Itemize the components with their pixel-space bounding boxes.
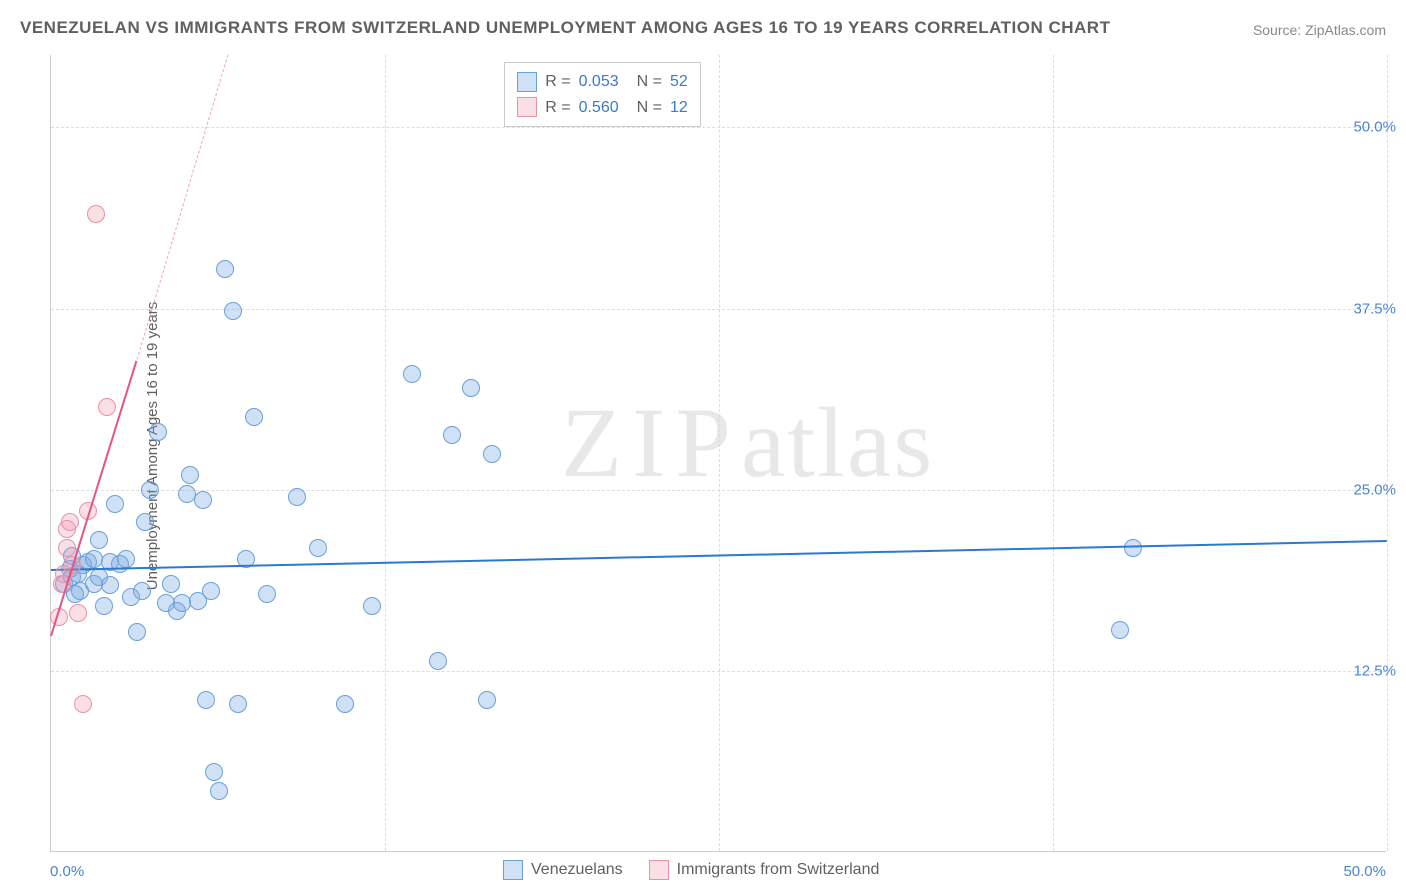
data-point [224,302,242,320]
legend-r-label: R = [545,69,570,95]
gridline-vertical [385,55,386,851]
legend-n-value: 52 [670,69,688,95]
data-point [363,597,381,615]
data-point [205,763,223,781]
gridline-vertical [719,55,720,851]
y-tick-label: 37.5% [1353,300,1396,317]
data-point [245,408,263,426]
legend-label: Immigrants from Switzerland [677,861,880,879]
data-point [90,531,108,549]
legend-swatch [517,72,537,92]
legend-n-value: 12 [670,95,688,121]
legend-swatch [517,97,537,117]
data-point [181,466,199,484]
data-point [136,513,154,531]
data-point [229,695,247,713]
legend-label: Venezuelans [531,861,623,879]
data-point [462,379,480,397]
legend-n-label: N = [637,69,662,95]
data-point [61,513,79,531]
data-point [1111,621,1129,639]
legend-r-value: 0.560 [579,95,619,121]
legend-r-label: R = [545,95,570,121]
data-point [478,691,496,709]
gridline-vertical [1053,55,1054,851]
data-point [429,652,447,670]
data-point [69,604,87,622]
legend-swatch [649,860,669,880]
data-point [210,782,228,800]
data-point [194,491,212,509]
data-point [309,539,327,557]
data-point [483,445,501,463]
legend-item: Venezuelans [503,860,623,880]
data-point [288,488,306,506]
legend-stats-row: R = 0.560 N = 12 [517,95,688,121]
data-point [403,365,421,383]
legend-swatch [503,860,523,880]
data-point [117,550,135,568]
data-point [162,575,180,593]
legend-n-label: N = [637,95,662,121]
legend-stats-row: R = 0.053 N = 52 [517,69,688,95]
data-point [336,695,354,713]
data-point [98,398,116,416]
legend-item: Immigrants from Switzerland [649,860,880,880]
y-tick-label: 25.0% [1353,481,1396,498]
legend-bottom: Venezuelans Immigrants from Switzerland [503,860,879,880]
x-tick-min: 0.0% [50,863,84,880]
data-point [1124,539,1142,557]
data-point [128,623,146,641]
chart-plot-area: ZIPatlas [50,55,1386,852]
data-point [258,585,276,603]
trend-line [136,55,228,360]
data-point [202,582,220,600]
data-point [74,695,92,713]
data-point [87,205,105,223]
y-tick-label: 50.0% [1353,119,1396,136]
watermark: ZIPatlas [561,385,934,500]
data-point [141,481,159,499]
data-point [106,495,124,513]
data-point [197,691,215,709]
data-point [95,597,113,615]
gridline-vertical [1387,55,1388,851]
legend-stats: R = 0.053 N = 52 R = 0.560 N = 12 [504,62,701,127]
data-point [58,539,76,557]
y-tick-label: 12.5% [1353,662,1396,679]
legend-r-value: 0.053 [579,69,619,95]
data-point [101,576,119,594]
data-point [149,423,167,441]
source-attribution: Source: ZipAtlas.com [1253,22,1386,38]
chart-title: VENEZUELAN VS IMMIGRANTS FROM SWITZERLAN… [20,18,1110,38]
data-point [443,426,461,444]
data-point [216,260,234,278]
data-point [133,582,151,600]
x-tick-max: 50.0% [1343,863,1386,880]
